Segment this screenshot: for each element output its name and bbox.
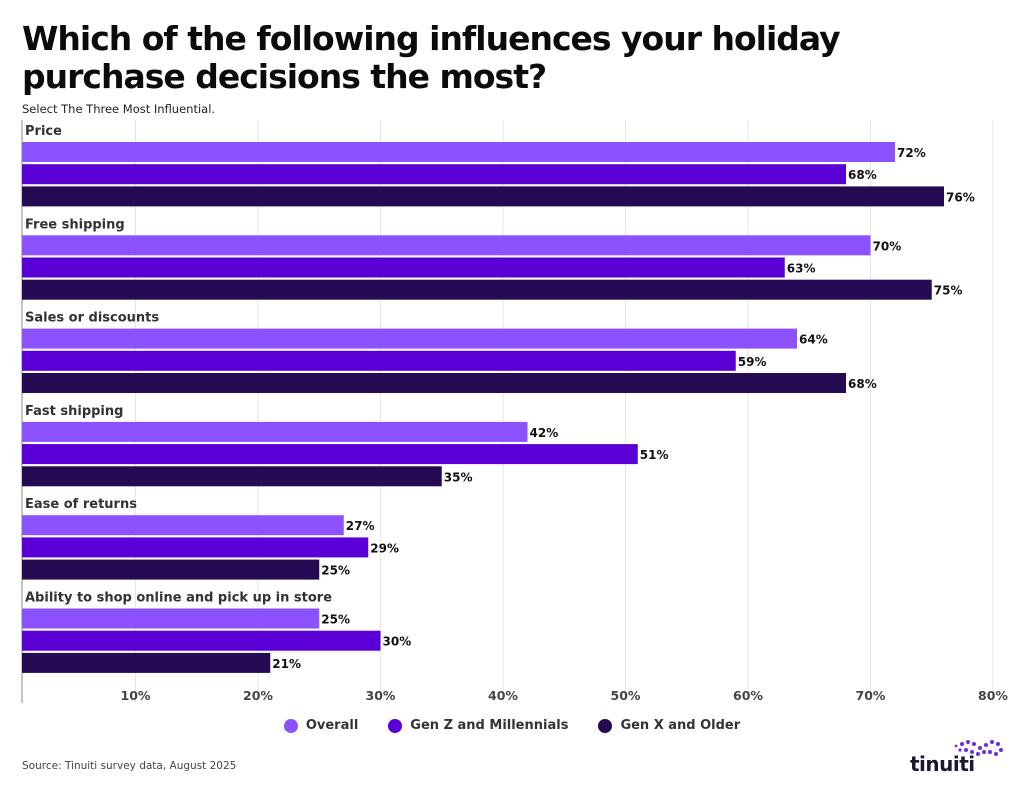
x-tick-label: 30%: [366, 688, 396, 703]
bar-overall: [22, 235, 871, 256]
chart-subtitle: Select The Three Most Influential.: [22, 102, 216, 116]
bar-gen-z-and-millennials: [22, 444, 638, 465]
data-label: 51%: [640, 448, 669, 462]
legend-label: Overall: [305, 718, 359, 733]
bar-chart: 10% 20% 30% 40% 50% 60% 70% 80% Price 72% 68% 76% Fr…: [21, 120, 1008, 703]
data-label: 30%: [383, 635, 412, 649]
data-label: 63%: [787, 262, 816, 276]
bar-overall: [22, 328, 797, 349]
x-tick-label: 60%: [733, 688, 763, 703]
legend-swatch: [598, 718, 613, 733]
tinuiti-logo: tinuiti: [910, 738, 1010, 778]
chart-title: Which of the following influences your h…: [22, 19, 841, 96]
x-tick-label: 10%: [121, 688, 151, 703]
x-tick-label: 70%: [856, 688, 886, 703]
data-label: 70%: [873, 239, 902, 253]
bar-gen-z-and-millennials: [22, 164, 846, 185]
bar-gen-x-and-older: [22, 466, 442, 487]
data-label: 35%: [444, 470, 473, 484]
data-label: 42%: [530, 426, 559, 440]
category-label: Price: [25, 124, 62, 139]
bar-gen-x-and-older: [22, 652, 271, 673]
data-label: 68%: [848, 168, 877, 182]
bars: [22, 142, 944, 673]
x-tick-label: 80%: [978, 688, 1008, 703]
legend-item: Gen Z and Millennials: [388, 718, 568, 733]
bar-overall: [22, 608, 320, 629]
source-note: Source: Tinuiti survey data, August 2025: [22, 760, 237, 772]
x-tick-label: 40%: [488, 688, 518, 703]
category-label: Fast shipping: [25, 404, 123, 419]
data-label: 25%: [321, 613, 350, 627]
logo-dots-icon: [954, 740, 1003, 756]
data-label: 76%: [946, 190, 975, 204]
bar-gen-z-and-millennials: [22, 257, 785, 278]
x-tick-label: 50%: [611, 688, 641, 703]
bar-overall: [22, 142, 895, 162]
bar-gen-z-and-millennials: [22, 537, 369, 558]
data-label: 72%: [897, 146, 926, 160]
data-label: 27%: [346, 519, 375, 533]
data-label: 68%: [848, 377, 877, 391]
category-label: Ability to shop online and pick up in st…: [25, 591, 332, 606]
category-label: Sales or discounts: [25, 311, 159, 326]
data-label: 25%: [321, 564, 350, 578]
category-label: Ease of returns: [25, 497, 137, 512]
bar-gen-x-and-older: [22, 373, 846, 393]
labels: 10% 20% 30% 40% 50% 60% 70% 80% Price 72% 68% 76% Fr…: [25, 124, 1008, 703]
x-tick-label: 20%: [243, 688, 273, 703]
legend-item: Overall: [283, 718, 359, 733]
bar-overall: [22, 515, 344, 536]
legend-label: Gen Z and Millennials: [410, 718, 569, 733]
category-label: Free shipping: [25, 217, 125, 232]
legend-label: Gen X and Older: [620, 718, 741, 733]
bar-overall: [22, 421, 528, 442]
legend-swatch: [388, 718, 403, 733]
data-label: 64%: [799, 333, 828, 347]
data-label: 29%: [370, 541, 399, 555]
data-label: 59%: [738, 355, 767, 369]
bar-gen-x-and-older: [22, 559, 320, 580]
bar-gen-x-and-older: [22, 186, 944, 207]
logo-wordmark: tinuiti: [910, 752, 975, 776]
legend-item: Gen X and Older: [598, 718, 740, 733]
legend-swatch: [283, 718, 298, 733]
data-label: 21%: [272, 657, 301, 671]
data-label: 75%: [934, 284, 963, 298]
bar-gen-z-and-millennials: [22, 630, 381, 651]
bar-gen-z-and-millennials: [22, 350, 736, 371]
gridlines: [21, 120, 994, 703]
bar-gen-x-and-older: [22, 279, 932, 300]
legend: Overall Gen Z and Millennials Gen X and Ol…: [0, 718, 1024, 733]
